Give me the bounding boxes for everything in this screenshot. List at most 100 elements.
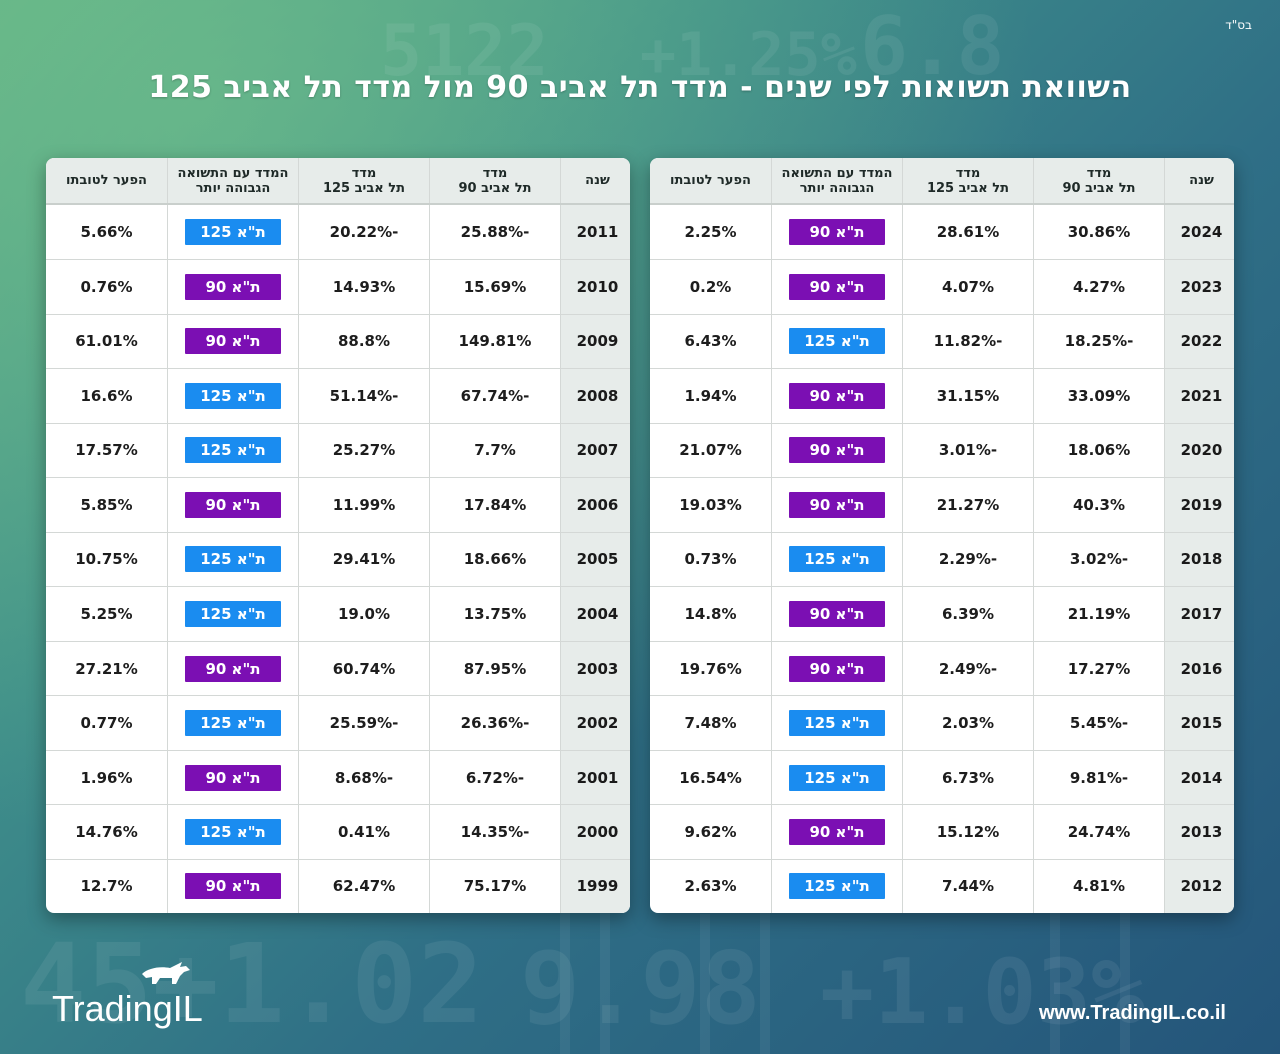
gap-cell: 19.03% <box>650 477 772 533</box>
winner-badge-ta90: ת"א 90 <box>185 655 281 682</box>
winner-cell: ת"א 90 <box>771 641 903 697</box>
year-cell: 2008 <box>560 368 630 424</box>
winner-cell: ת"א 90 <box>167 750 299 806</box>
winner-badge-ta125: ת"א 125 <box>185 710 281 737</box>
winner-cell: ת"א 125 <box>771 859 903 913</box>
header-row: שנה מדד תל אביב 90 מדד תל אביב 125 המדד עם הת… <box>46 158 630 205</box>
gap-cell: 0.77% <box>46 695 168 751</box>
winner-cell: ת"א 90 <box>167 314 299 370</box>
year-cell: 2014 <box>1164 750 1234 806</box>
ta125-return-cell: -51.14% <box>298 368 430 424</box>
winner-cell: ת"א 90 <box>771 423 903 479</box>
gap-cell: 5.85% <box>46 477 168 533</box>
ta125-return-cell: 7.44% <box>902 859 1034 913</box>
ta90-return-cell: 13.75% <box>429 586 561 642</box>
winner-cell: ת"א 125 <box>167 532 299 588</box>
year-cell: 2007 <box>560 423 630 479</box>
year-cell: 2003 <box>560 641 630 697</box>
winner-cell: ת"א 90 <box>771 259 903 315</box>
ta125-return-cell: 21.27% <box>902 477 1034 533</box>
table-row: 2019 40.3% 21.27% ת"א 90 19.03% <box>650 477 1234 533</box>
winner-cell: ת"א 90 <box>771 804 903 860</box>
table-row: 2003 87.95% 60.74% ת"א 90 27.21% <box>46 641 630 697</box>
gap-cell: 7.48% <box>650 695 772 751</box>
table-row: 2010 15.69% 14.93% ת"א 90 0.76% <box>46 259 630 315</box>
year-cell: 2010 <box>560 259 630 315</box>
winner-cell: ת"א 125 <box>771 532 903 588</box>
winner-cell: ת"א 90 <box>771 586 903 642</box>
gap-cell: 2.63% <box>684 877 737 896</box>
ta90-return-cell: 149.81% <box>429 314 561 370</box>
table-row: 2023 4.27% 4.07% ת"א 90 0.2% <box>650 259 1234 315</box>
winner-cell: ת"א 125 <box>167 804 299 860</box>
table-row: 2021 33.09% 31.15% ת"א 90 1.94% <box>650 368 1234 424</box>
ta90-return-cell: 87.95% <box>429 641 561 697</box>
winner-badge-ta125: ת"א 125 <box>789 710 885 737</box>
ta125-return-cell: -2.49% <box>902 641 1034 697</box>
winner-badge-ta125: ת"א 125 <box>185 601 281 627</box>
ta125-return-cell: 60.74% <box>298 641 430 697</box>
table-row: 2000 -14.35% 0.41% ת"א 125 14.76% <box>46 804 630 860</box>
ta90-return-cell: 17.84% <box>429 477 561 533</box>
winner-cell: ת"א 90 <box>167 477 299 533</box>
page-title: השוואת תשואות לפי שנים - מדד תל אביב 90 … <box>148 70 1132 105</box>
table-row: 2006 17.84% 11.99% ת"א 90 5.85% <box>46 477 630 533</box>
ta90-return-cell: -9.81% <box>1033 750 1165 806</box>
ta90-return-cell: 4.27% <box>1033 259 1165 315</box>
table-panel-right: שנה מדד תל אביב 90 מדד תל אביב 125 המדד עם הת… <box>650 158 1234 913</box>
ta90-return-cell: 33.09% <box>1033 368 1165 424</box>
ta90-return-cell: -14.35% <box>429 804 561 860</box>
ta90-return-cell: 30.86% <box>1033 204 1165 261</box>
website-link[interactable]: www.TradingIL.co.il <box>1038 1002 1226 1024</box>
winner-badge-ta90: ת"א 90 <box>185 273 281 300</box>
header-year: שנה <box>1164 158 1234 205</box>
table-row: 2011 -25.88% -20.22% ת"א 125 5.66% <box>46 204 630 261</box>
winner-badge-ta90: ת"א 90 <box>789 382 885 409</box>
header-ta90-text: מדד <box>1086 165 1112 181</box>
year-cell: 2017 <box>1164 586 1234 642</box>
ta125-return-cell: 6.39% <box>902 586 1034 642</box>
ta125-return-cell: 2.03% <box>902 695 1034 751</box>
gap-cell: 17.57% <box>46 423 168 479</box>
header-ta90-text: מדד <box>482 165 508 181</box>
ta125-return-cell: 6.73% <box>902 750 1034 806</box>
returns-table-right: שנה מדד תל אביב 90 מדד תל אביב 125 המדד עם הת… <box>650 158 1234 913</box>
header-gap-text: הפער לטובתו <box>670 173 751 188</box>
table-row: 2007 7.7% 25.27% ת"א 125 17.57% <box>46 423 630 479</box>
gap-cell: 5.25% <box>46 586 168 642</box>
year-cell: 2009 <box>560 314 630 370</box>
header-winner: המדד עם התשואה הגבוהה יותר <box>167 158 299 205</box>
header-year: שנה <box>560 158 630 205</box>
year-cell: 2012 <box>1164 859 1234 913</box>
header-ta125: מדד תל אביב 125 <box>902 158 1034 205</box>
ta90-return-cell: 18.06% <box>1033 423 1165 479</box>
gap-cell: 0.2% <box>650 259 772 315</box>
ta90-return-cell: -5.45% <box>1033 695 1165 751</box>
winner-cell: ת"א 90 <box>771 204 903 261</box>
table-body-right: 2024 30.86% 28.61% ת"א 90 2.25% 2023 4.27% 4.07… <box>650 204 1234 913</box>
year-cell: 2022 <box>1164 314 1234 370</box>
header-ta90: מדד תל אביב 90 <box>1033 158 1165 205</box>
bsd-mark: בס"ד <box>1225 18 1252 32</box>
ta90-return-cell: -26.36% <box>429 695 561 751</box>
winner-badge-ta125: ת"א 125 <box>185 546 281 573</box>
ta90-return-cell: -18.25% <box>1033 314 1165 370</box>
winner-badge-ta90: ת"א 90 <box>789 437 885 464</box>
ta90-return-cell: 75.17% <box>429 859 561 913</box>
winner-badge-ta90: ת"א 90 <box>185 328 281 355</box>
table-row: 2014 -9.81% 6.73% ת"א 125 16.54% <box>650 750 1234 806</box>
ta90-return-cell: -3.02% <box>1033 532 1165 588</box>
gap-cell: 0.73% <box>650 532 772 588</box>
year-cell: 2020 <box>1164 423 1234 479</box>
ta125-return-cell: 14.93% <box>298 259 430 315</box>
header-gap: הפער לטובתו <box>650 158 772 205</box>
table-panel-left: שנה מדד תל אביב 90 מדד תל אביב 125 המדד עם הת… <box>46 158 630 913</box>
table-row: 2016 17.27% -2.49% ת"א 90 19.76% <box>650 641 1234 697</box>
table-row: 2012 4.81% 7.44% ת"א 125 2.63% <box>650 859 1234 913</box>
gap-cell: 14.8% <box>650 586 772 642</box>
ta125-return-cell: 25.27% <box>298 423 430 479</box>
header-ta90-text: תל אביב 90 <box>458 180 532 196</box>
header-ta125: מדד תל אביב 125 <box>298 158 430 205</box>
ta125-return-cell: 4.07% <box>902 259 1034 315</box>
header-winner-text: הגבוהה יותר <box>195 180 271 196</box>
